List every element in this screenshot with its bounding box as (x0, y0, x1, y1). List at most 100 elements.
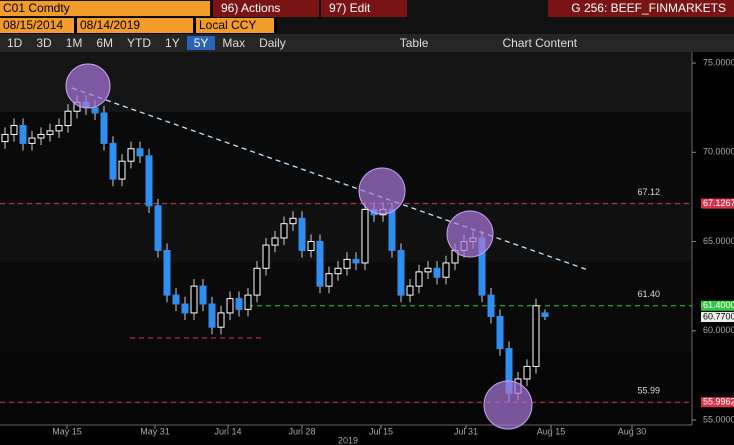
candle-body (262, 244, 270, 269)
candle-body (289, 217, 297, 225)
candle-body (343, 258, 351, 269)
candle-body (109, 142, 117, 180)
candle-body (397, 249, 405, 296)
y-tick-label: 60.0000 (703, 325, 734, 335)
level-note: 61.40 (637, 289, 660, 299)
candle-body (406, 285, 414, 296)
candle-body (235, 298, 243, 310)
band (0, 52, 692, 112)
last-price-tag (701, 312, 734, 323)
band (0, 202, 692, 262)
y-tick-label: 65.0000 (703, 236, 734, 246)
candle-body (55, 125, 63, 132)
table-button[interactable]: Table (399, 36, 429, 50)
candle-body (388, 208, 396, 251)
candle-body (487, 294, 495, 317)
currency[interactable]: Local CCY (196, 18, 274, 33)
candle-body (100, 112, 108, 144)
candle-body (136, 148, 144, 157)
period-button[interactable]: Max (222, 36, 246, 50)
candle-body (244, 294, 252, 310)
level-tag-label: 61.4000 (703, 300, 734, 310)
candle-body (91, 107, 99, 114)
last-price-label: 60.7700 (703, 311, 734, 321)
chart: 75.0000 70.0000 65.0000 60.0000 55.0000 67.12… (0, 52, 734, 445)
candle-body (181, 303, 189, 314)
candle-body (334, 267, 342, 275)
level-tag (701, 300, 734, 311)
x-tick-label: Jun 14 (214, 426, 241, 436)
candle-body (172, 294, 180, 305)
x-tick-label: Jul 15 (369, 426, 393, 436)
candle-body (280, 223, 288, 239)
candle-body (19, 125, 27, 144)
level-tag (701, 397, 734, 408)
x-tick-label: Aug 15 (537, 426, 566, 436)
tool-bar: 1D 3D 1M 6M YTD 1Y 5Y Max Daily Table Chart Con… (0, 34, 734, 52)
y-tick-label: 75.0000 (703, 57, 734, 67)
security-field[interactable]: C01 Comdty (0, 1, 210, 16)
x-year-label: 2019 (338, 435, 358, 445)
candle-body (361, 208, 369, 264)
trend-line (71, 87, 589, 271)
candle-body (298, 217, 306, 251)
period-button[interactable]: 5Y (186, 36, 216, 50)
actions-menu[interactable]: 96) Actions (213, 0, 319, 17)
candle-body (208, 303, 216, 328)
date-bar: 08/15/2014 08/14/2019 Local CCY (0, 17, 734, 34)
highlight (483, 380, 533, 430)
candle-body (10, 125, 18, 135)
candle-body (46, 130, 54, 135)
candle-body (523, 365, 531, 380)
level-note: 55.99 (637, 386, 660, 396)
level-note: 67.12 (637, 187, 660, 197)
level-tag (701, 198, 734, 209)
highlight (446, 210, 494, 258)
edit-menu[interactable]: 97) Edit (321, 0, 407, 17)
candle-body (163, 249, 171, 296)
candle-body (37, 133, 45, 139)
x-tick-label: Jul 31 (454, 426, 478, 436)
candle-body (316, 241, 324, 287)
title-bar: C01 Comdty 96) Actions 97) Edit G 256: B… (0, 0, 734, 17)
x-tick-label: May 15 (52, 426, 82, 436)
period-button[interactable]: 3D (36, 36, 52, 50)
highlight (358, 167, 406, 215)
candle-body (199, 285, 207, 305)
period-button[interactable]: 1D (7, 36, 23, 50)
candle-body (154, 205, 162, 251)
candle-body (433, 267, 441, 278)
candle-body (541, 312, 549, 317)
level-tag-label: 55.9962 (703, 397, 734, 407)
candle-body (118, 160, 126, 180)
candle-body (190, 285, 198, 314)
candle-body (532, 305, 540, 367)
start-date[interactable]: 08/15/2014 (0, 18, 74, 33)
candle-body (28, 137, 36, 144)
candle-body (496, 315, 504, 350)
period-button[interactable]: 1M (65, 36, 83, 50)
chart-content-button[interactable]: Chart Content (502, 36, 578, 50)
candle-body (325, 273, 333, 287)
candle-body (271, 237, 279, 246)
candle-body (307, 241, 315, 251)
candle-body (424, 267, 432, 273)
x-tick-label: Aug 30 (618, 426, 647, 436)
candle-body (442, 262, 450, 278)
x-tick-label: May 31 (140, 426, 170, 436)
y-tick-label: 55.0000 (703, 414, 734, 424)
page-name: G 256: BEEF_FINMARKETS (548, 0, 734, 17)
band (0, 352, 692, 425)
period-button[interactable]: 6M (96, 36, 114, 50)
frequency[interactable]: Daily (259, 36, 286, 50)
candle-body (226, 298, 234, 314)
candle-body (1, 133, 9, 143)
end-date[interactable]: 08/14/2019 (77, 18, 193, 33)
period-button[interactable]: 1Y (165, 36, 180, 50)
x-tick-label: Jun 28 (288, 426, 315, 436)
y-tick-label: 70.0000 (703, 147, 734, 157)
candle-body (127, 148, 135, 162)
period-button[interactable]: YTD (127, 36, 152, 50)
candle-body (253, 267, 261, 296)
